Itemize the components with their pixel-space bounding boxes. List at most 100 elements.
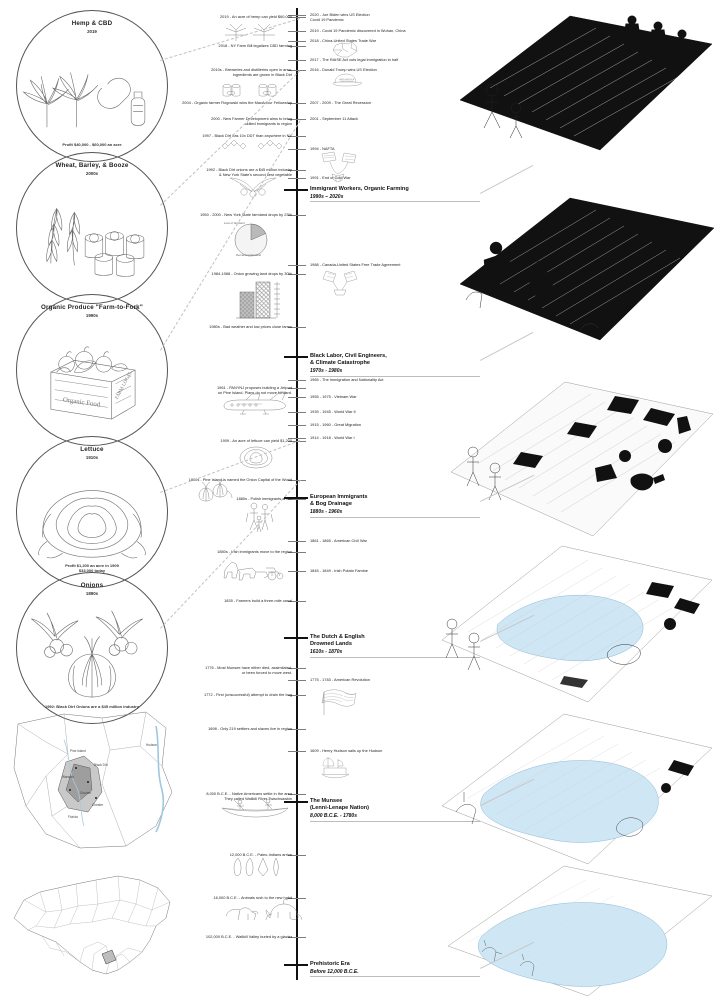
timeline-event[interactable]: 102,000 B.C.E. - Wallkill Valley buried … (142, 934, 292, 939)
era-heading[interactable]: The Munsee (Lenni-Lenape Nation) 8,000 B.… (310, 798, 480, 822)
axo-panel-drowned-lands[interactable] (412, 520, 720, 710)
polish-immigrant-family-illustration (242, 500, 276, 534)
timeline-event[interactable]: 1955 - 1975 - Vietnam War (310, 394, 470, 399)
svg-text:GREAT AGAIN: GREAT AGAIN (340, 80, 354, 83)
timeline-event[interactable]: 2020 - Joe Biden wins US Election Covid 1… (310, 12, 470, 23)
timeline-event[interactable]: 1965 - The Immigration and Nationality A… (310, 377, 470, 382)
crop-circle-title: Organic Produce "Farm-to-Fork" (41, 304, 143, 311)
timeline-event[interactable]: 1698 - Only 219 settlers and slaves live… (142, 726, 292, 731)
crop-circle-footnote: 1992: Black Dirt Onions are a $45 millio… (44, 703, 140, 709)
produce-crate-icon: Organic Food FARM LOCAL (17, 329, 167, 423)
timeline-event[interactable]: 1772 - First (unsuccessful) attempt to d… (142, 692, 292, 697)
era-heading[interactable]: Prehistoric Era Before 12,000 B.C.E. (310, 961, 480, 977)
era-heading[interactable]: European Immigrants & Bog Drainage 1880s … (310, 494, 480, 518)
timeline-event[interactable]: 1991 - End of Cold War (310, 175, 470, 180)
timeline-event[interactable]: 1939 - 1945 - World War II (310, 409, 470, 414)
crop-circle-column: Hemp & CBD 2019 Profit $40,000 (8, 6, 176, 724)
era-heading[interactable]: Immigrant Workers, Organic Farming 1990s … (310, 186, 480, 202)
timeline-event[interactable]: 1994 - NAFTA (310, 146, 470, 151)
timeline-event[interactable]: 8,000 B.C.E. - Native Americans settle i… (142, 791, 292, 802)
timeline-event[interactable]: 1776 - Most Munsee have either died, ass… (142, 665, 292, 676)
timeline-event[interactable]: 1950 - 2000 - New York State farmland dr… (142, 212, 292, 217)
timeline-event[interactable]: 1915 - 1960 - Great Migration (310, 422, 470, 427)
event-line-1: 1835 - Farmers build a three-mile canal (224, 598, 292, 603)
timeline-event[interactable]: 2004 - Organic farmer Rogowski wins the … (142, 100, 292, 105)
timeline-event[interactable]: 1861 - 1865 - American Civil War (310, 538, 470, 543)
us-flag-illustration-right (318, 686, 358, 716)
timeline-event[interactable]: 2016 - Donald Trump wins US Election (310, 67, 470, 72)
era-rule (310, 516, 480, 518)
timeline-event[interactable]: 1775 - 1783 - American Revolution (310, 677, 470, 682)
event-line-1: 1955 - 1975 - Vietnam War (310, 394, 357, 399)
timeline-tick (288, 412, 306, 413)
timeline-event[interactable]: 1880s - Polish immigrants arrive (142, 496, 292, 501)
crop-circle-lettuce[interactable]: Lettuce 1910s Profit $1,200 an acr (16, 436, 168, 588)
timeline-event[interactable]: 1909 - An acre of lettuce can yield $1,2… (142, 438, 292, 443)
timeline-event[interactable]: 1890s - Pine Island is named the Onion C… (142, 477, 292, 482)
event-line-2: & New York State's second best vegetable (219, 172, 292, 178)
timeline-event[interactable]: 2001 - September 11 Attack (310, 116, 470, 121)
era-heading[interactable]: The Dutch & English Drowned Lands 1610s -… (310, 634, 480, 658)
timeline-event[interactable]: 2010s - Breweries and distilleries open … (142, 67, 292, 78)
timeline-tick-major (284, 189, 308, 191)
era-heading[interactable]: Black Labor, Civil Engineers, & Climate … (310, 353, 480, 377)
axo-panel-munsee[interactable] (420, 690, 720, 870)
timeline-tick (288, 17, 306, 18)
timeline-event[interactable]: 1914 - 1918 - World War I (310, 435, 470, 440)
timeline-event[interactable]: 1845 - 1849 - Irish Potato Famine (310, 568, 470, 573)
timeline-event[interactable]: 2017 - The RAISE Act cuts legal immigrat… (310, 57, 470, 62)
axo-panel-european-immigrants[interactable] (425, 360, 720, 545)
event-line-1: 12,000 B.C.E. - Paleo-Indians arrive (229, 852, 292, 857)
timeline-event[interactable]: 1997 - Black Dirt has 10x DDT than anywh… (142, 133, 292, 138)
crop-circle-subtitle: 1890s (85, 590, 99, 596)
event-line-1: 1997 - Black Dirt has 10x DDT than anywh… (202, 133, 292, 138)
crop-circle-footnote: Profit $40,000 - $60,000 an acre (62, 141, 122, 147)
event-line-1: 1861 - 1865 - American Civil War (310, 538, 367, 543)
svg-text:Black Dirt: Black Dirt (94, 763, 108, 767)
timeline-event[interactable]: 1988 - Canada-United States Free Trade A… (310, 262, 470, 267)
axo-panel-immigrant-organic[interactable] (420, 4, 720, 159)
timeline-event[interactable]: 2018 - China-United States Trade War (310, 38, 470, 43)
farmland-pie-chart: Loss of farmland Remaining farmland (222, 218, 280, 258)
event-line-1: 1698 - Only 219 settlers and slaves live… (208, 726, 292, 731)
event-line-1: 1915 - 1960 - Great Migration (310, 422, 362, 427)
event-line-1: 1950 - 2000 - New York State farmland dr… (200, 212, 292, 217)
svg-text:Warwick: Warwick (62, 775, 74, 779)
axo-panel-prehistoric[interactable] (424, 850, 720, 1000)
timeline-event[interactable]: 1984-1988 - Onion growing land drops by … (142, 271, 292, 276)
crop-circle-organic-produce[interactable]: Organic Produce "Farm-to-Fork" 1990s (16, 294, 168, 446)
timeline-event[interactable]: 16,000 B.C.E. - Animals rush to the new … (142, 895, 292, 900)
timeline-event[interactable]: 1835 - Farmers build a three-mile canal (142, 598, 292, 603)
event-line-1: 8,000 B.C.E. - Native Americans settle i… (206, 791, 292, 796)
timeline-event[interactable]: 12,000 B.C.E. - Paleo-Indians arrive (142, 852, 292, 857)
timeline-event[interactable]: 1992 - Black Dirt onions are a $45 milli… (142, 167, 292, 178)
timeline-event[interactable]: 2019 - An acre of hemp can yield $60,000 (142, 14, 292, 19)
timeline-event[interactable]: 1609 - Henry Hudson sails up the Hudson (310, 748, 470, 753)
timeline-event[interactable]: 2007 - 2009 - The Great Recession (310, 100, 470, 105)
black-dirt-region-map[interactable]: Pine Island Black Dirt Warwick Goshen Ch… (6, 706, 182, 856)
timeline-tick (288, 380, 306, 381)
event-line-1: 2000 - New Farmer Development aims to br… (211, 116, 292, 121)
crop-circle-hemp-cbd[interactable]: Hemp & CBD 2019 Profit $40,000 (16, 10, 168, 162)
event-line-1: 1914 - 1918 - World War I (310, 435, 355, 440)
event-line-1: 2001 - September 11 Attack (310, 116, 358, 121)
timeline-tick (288, 274, 306, 275)
timeline-event[interactable]: 1980s - Bad weather and low prices close… (142, 324, 292, 329)
arrowheads-illustration (230, 856, 284, 878)
event-line-1: 1845 - 1849 - Irish Potato Famine (310, 568, 368, 573)
timeline-event[interactable]: 2018 - NY Farm Bill legalizes CBD farmin… (142, 43, 292, 48)
timeline-event[interactable]: 2019 - Covid 19 Pandemic discovered in W… (310, 28, 470, 33)
timeline-tick (288, 937, 306, 938)
timeline-event[interactable]: 1850s - Irish immigrants move to the reg… (142, 549, 292, 554)
crop-circle-onions[interactable]: Onions 1890s 1992: Black Dirt (16, 572, 168, 724)
canoe-illustration (218, 796, 292, 818)
timeline-event[interactable]: 1961 - PANYNJ proposes building a Jetpor… (142, 385, 292, 396)
timeline-tick (288, 668, 306, 669)
horse-plow-illustration (222, 558, 288, 584)
new-york-state-map[interactable] (6, 866, 182, 986)
timeline-event[interactable]: 2000 - New Farmer Development aims to br… (142, 116, 292, 127)
crop-circle-title: Hemp & CBD (71, 20, 113, 27)
timeline-tick (288, 15, 306, 16)
axo-panel-black-labor[interactable] (430, 180, 720, 350)
event-line-1: 2016 - Donald Trump wins US Election (310, 67, 377, 72)
